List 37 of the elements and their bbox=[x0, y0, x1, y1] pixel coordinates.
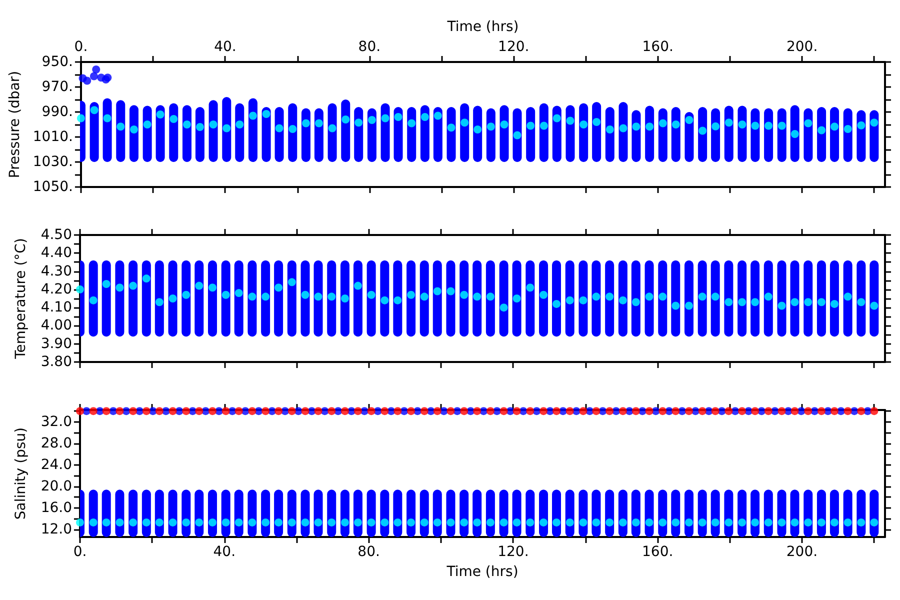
x-tick-label: 200. bbox=[786, 544, 818, 560]
x2-tick-label: 160. bbox=[642, 39, 674, 55]
x-tick-label: 160. bbox=[642, 544, 674, 560]
x-axis-title: Time (hrs) bbox=[446, 564, 518, 580]
x2-tick-label: 120. bbox=[498, 39, 530, 55]
y-tick-label: 1010. bbox=[32, 129, 73, 145]
y-tick-label: 4.10 bbox=[40, 300, 72, 316]
y-axis-title: Temperature (°C) bbox=[13, 238, 29, 360]
x2-tick-label: 40. bbox=[214, 39, 236, 55]
y-tick-label: 950. bbox=[42, 54, 73, 70]
y-tick-label: 1030. bbox=[32, 154, 73, 170]
y-tick-label: 24.0 bbox=[40, 456, 72, 473]
y-tick-label: 16.0 bbox=[40, 500, 72, 516]
y-tick-label: 4.50 bbox=[40, 227, 72, 243]
y-tick-label: 4.30 bbox=[40, 263, 72, 280]
y-tick-label: 1050. bbox=[32, 179, 73, 195]
y-tick-label: 3.90 bbox=[40, 336, 72, 352]
x2-tick-label: 80. bbox=[358, 39, 381, 55]
y-axis-title: Salinity (psu) bbox=[13, 427, 29, 520]
y-tick-label: 32.0 bbox=[40, 414, 72, 430]
y-tick-label: 20.0 bbox=[40, 478, 72, 494]
x-tick-label: 120. bbox=[498, 544, 529, 560]
y-axis-title: Pressure (dbar) bbox=[7, 70, 23, 178]
x2-tick-label: 200. bbox=[786, 39, 818, 55]
y-tick-label: 4.20 bbox=[40, 281, 72, 298]
y-tick-label: 4.40 bbox=[40, 245, 72, 262]
y-tick-label: 3.80 bbox=[40, 354, 72, 370]
x-tick-label: 40. bbox=[213, 544, 236, 560]
y-tick-label: 12.0 bbox=[40, 521, 72, 538]
x-tick-label: 0. bbox=[73, 544, 87, 560]
x2-axis-title: Time (hrs) bbox=[446, 19, 519, 35]
y-tick-label: 970. bbox=[42, 79, 73, 95]
y-tick-label: 4.00 bbox=[40, 318, 72, 334]
y-tick-label: 990. bbox=[42, 104, 73, 120]
y-tick-label: 28.0 bbox=[40, 435, 72, 452]
x2-tick-label: 0. bbox=[74, 39, 88, 55]
x-tick-label: 80. bbox=[358, 544, 380, 560]
